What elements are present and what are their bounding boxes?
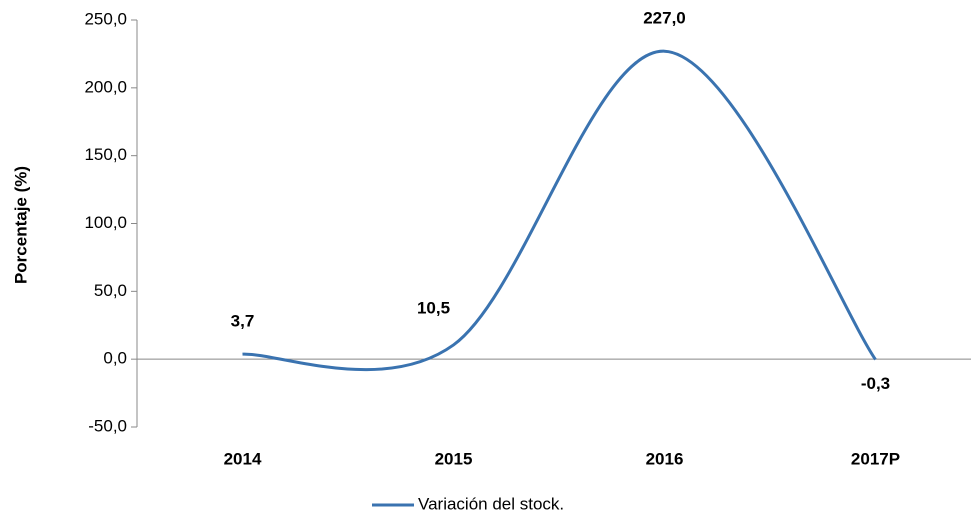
y-axis-title: Porcentaje (%) (11, 166, 30, 284)
data-label: 3,7 (231, 312, 255, 331)
line (242, 49, 877, 372)
data-label: -0,3 (861, 374, 890, 393)
y-tick-label: 0,0 (103, 349, 127, 368)
x-tick-label: 2017P (851, 449, 900, 468)
x-tick-label: 2015 (435, 449, 473, 468)
y-tick-label: 150,0 (84, 145, 127, 164)
x-tick-label: 2016 (646, 449, 684, 468)
y-tick-label: 50,0 (94, 281, 127, 300)
legend-label: Variación del stock. (418, 494, 564, 513)
y-tick-label: -50,0 (88, 416, 127, 435)
data-label: 227,0 (643, 9, 686, 28)
y-tick-label: 250,0 (84, 9, 127, 28)
y-tick-label: 100,0 (84, 213, 127, 232)
y-tick-label: 200,0 (84, 77, 127, 96)
x-tick-label: 2014 (224, 449, 262, 468)
data-label: 10,5 (417, 298, 450, 317)
